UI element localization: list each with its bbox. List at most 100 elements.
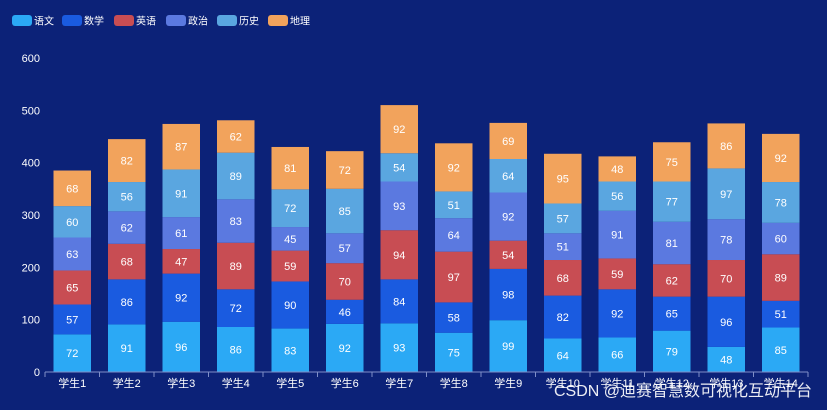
bar-value-label: 46 (339, 307, 351, 319)
bar-segment[interactable] (271, 328, 310, 372)
bar-segment[interactable] (217, 242, 255, 290)
bar-segment[interactable] (435, 218, 473, 252)
bar-segment[interactable] (598, 289, 637, 338)
bar-segment[interactable] (217, 120, 255, 153)
bar-segment[interactable] (598, 337, 637, 372)
bar-segment[interactable] (380, 279, 419, 324)
bar-segment[interactable] (544, 203, 582, 234)
bar-value-label: 48 (611, 164, 623, 176)
bar-segment[interactable] (598, 210, 637, 259)
bar-segment[interactable] (326, 263, 364, 300)
bar-value-label: 93 (393, 343, 405, 355)
bar-segment[interactable] (162, 123, 201, 170)
bar-segment[interactable] (53, 334, 92, 372)
bar-segment[interactable] (707, 260, 746, 297)
bar-segment[interactable] (489, 268, 528, 321)
bar-segment[interactable] (53, 206, 92, 238)
bar-segment[interactable] (380, 181, 419, 231)
bar-segment[interactable] (653, 330, 691, 372)
legend-item[interactable]: 历史 (217, 15, 259, 28)
bar-segment[interactable] (653, 181, 691, 222)
bar-segment[interactable] (544, 233, 582, 261)
bar-segment[interactable] (162, 249, 201, 274)
bar-segment[interactable] (271, 250, 310, 282)
bar-segment[interactable] (598, 181, 637, 211)
bar-segment[interactable] (762, 300, 800, 328)
bar-segment[interactable] (762, 133, 800, 183)
bar-segment[interactable] (108, 243, 146, 280)
bar-value-label: 98 (502, 290, 514, 302)
bar-segment[interactable] (326, 323, 364, 372)
bar-segment[interactable] (108, 139, 146, 183)
bar-segment[interactable] (489, 159, 528, 193)
bar-segment[interactable] (435, 332, 473, 372)
bar-segment[interactable] (707, 123, 746, 169)
bar-segment[interactable] (271, 281, 310, 329)
bar-segment[interactable] (544, 295, 582, 339)
bar-segment[interactable] (707, 346, 746, 372)
bar-segment[interactable] (326, 151, 364, 189)
bar-segment[interactable] (544, 153, 582, 204)
bar-segment[interactable] (380, 323, 419, 372)
legend-item[interactable]: 语文 (12, 15, 54, 28)
bar-segment[interactable] (598, 258, 637, 290)
bar-segment[interactable] (162, 321, 201, 372)
bar-segment[interactable] (162, 217, 201, 250)
bar-segment[interactable] (271, 189, 310, 228)
bar-segment[interactable] (217, 152, 255, 200)
bar-segment[interactable] (489, 192, 528, 241)
watermark: CSDN @迪赛智慧数可视化互动平台 (554, 381, 812, 400)
legend-item[interactable]: 政治 (166, 15, 208, 28)
bar-segment[interactable] (653, 221, 691, 265)
legend-item[interactable]: 地理 (268, 15, 310, 28)
legend-item[interactable]: 数学 (62, 15, 104, 28)
bar-segment[interactable] (762, 254, 800, 301)
bar-segment[interactable] (762, 222, 800, 255)
bar-value-label: 86 (720, 141, 732, 153)
bar-segment[interactable] (162, 273, 201, 322)
bar-segment[interactable] (544, 260, 582, 296)
x-tick-label: 学生6 (331, 376, 359, 390)
bar-segment[interactable] (435, 251, 473, 303)
bar-segment[interactable] (53, 170, 92, 207)
bar-segment[interactable] (707, 296, 746, 347)
bar-segment[interactable] (653, 142, 691, 182)
bar-segment[interactable] (217, 199, 255, 243)
bar-segment[interactable] (489, 122, 528, 160)
bar-segment[interactable] (326, 299, 364, 324)
bar-segment[interactable] (707, 168, 746, 220)
bar-segment[interactable] (380, 230, 419, 280)
bar-segment[interactable] (380, 105, 419, 154)
bar-segment[interactable] (435, 191, 473, 219)
bar-segment[interactable] (162, 169, 201, 218)
bar-segment[interactable] (53, 237, 92, 271)
bar-segment[interactable] (653, 296, 691, 331)
bar-segment[interactable] (326, 188, 364, 234)
legend-item[interactable]: 英语 (114, 15, 156, 28)
bar-segment[interactable] (762, 182, 800, 223)
bar-segment[interactable] (326, 233, 364, 264)
bar-segment[interactable] (271, 227, 310, 251)
bar-segment[interactable] (217, 289, 255, 327)
bar-segment[interactable] (108, 279, 146, 325)
bar-segment[interactable] (653, 264, 691, 297)
bar-segment[interactable] (271, 146, 310, 190)
bar-segment[interactable] (544, 338, 582, 372)
bar-segment[interactable] (53, 270, 92, 305)
bar-segment[interactable] (435, 143, 473, 192)
bar-segment[interactable] (489, 240, 528, 269)
bar-segment[interactable] (380, 153, 419, 182)
bar-segment[interactable] (108, 324, 146, 372)
bar-segment[interactable] (707, 219, 746, 261)
bar-labels: 72 57 65 63 60 68 91 86 68 62 56 82 96 92 47 61 91 87 86 72… (66, 124, 787, 366)
bar-segment[interactable] (598, 156, 637, 182)
bar-segment[interactable] (489, 320, 528, 372)
bar-value-label: 69 (502, 136, 514, 148)
bar-segment[interactable] (53, 304, 92, 335)
bar-segment[interactable] (435, 302, 473, 333)
legend-label: 数学 (84, 15, 104, 28)
bar-segment[interactable] (217, 326, 255, 372)
bar-segment[interactable] (108, 182, 146, 212)
bar-segment[interactable] (762, 327, 800, 372)
bar-segment[interactable] (108, 211, 146, 244)
